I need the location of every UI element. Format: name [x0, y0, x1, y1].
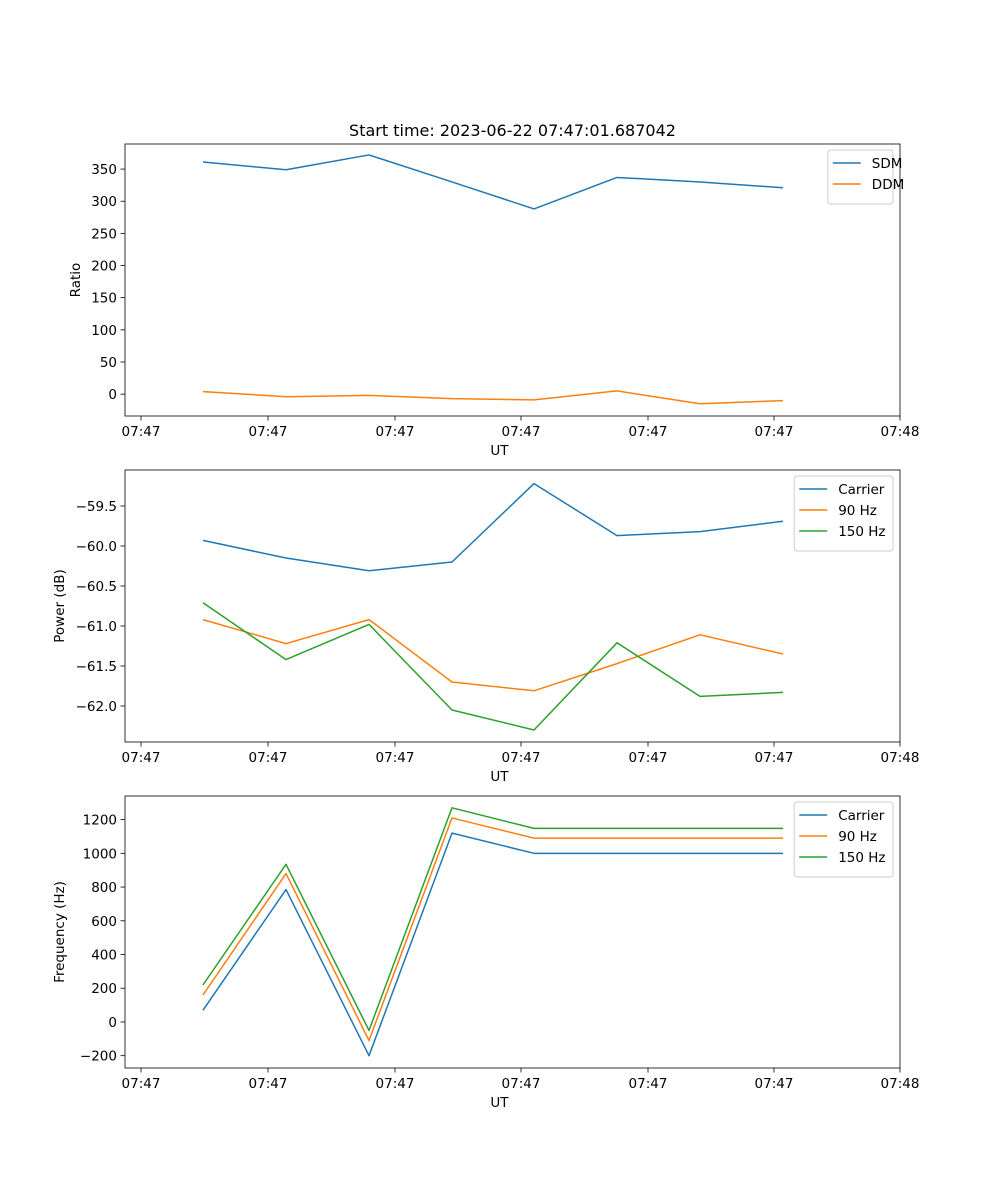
plots-container: 07:47 07:47 07:47 07:47 07:47 07:47 07:48 0 50 10…: [52, 143, 920, 1111]
legend-label: DDM: [872, 177, 904, 193]
y-tick-label: 400: [91, 948, 117, 964]
y-tick-label: −62.0: [76, 699, 117, 715]
axes-frame: [124, 795, 901, 1069]
x-tick-label: 07:47: [122, 1076, 161, 1092]
x-tick-label: 07:47: [376, 1076, 415, 1092]
x-tick-label: 07:47: [249, 1076, 288, 1092]
x-tick-label: 07:47: [502, 424, 541, 440]
x-tick-label: 07:47: [376, 424, 415, 440]
y-tick-label: 0: [108, 387, 117, 403]
legend-label: 90 Hz: [838, 829, 877, 845]
y-axis-label: Power (dB): [52, 569, 68, 642]
figure-title: Start time: 2023-06-22 07:47:01.687042: [349, 121, 676, 140]
legend-box: [793, 475, 894, 552]
x-axis-label: UT: [490, 1095, 509, 1111]
x-tick-label: 07:47: [755, 750, 794, 766]
x-tick-label: 07:47: [122, 424, 161, 440]
x-tick-label: 07:47: [629, 750, 668, 766]
legend-label: 150 Hz: [838, 524, 885, 540]
series-line-150-hz: [202, 807, 783, 1032]
legend-box: [793, 801, 894, 878]
x-tick-label: 07:47: [629, 424, 668, 440]
series-line-sdm: [202, 154, 784, 210]
legend-label: Carrier: [838, 482, 885, 498]
x-tick-label: 07:48: [881, 1076, 920, 1092]
y-tick-label: 250: [91, 226, 117, 242]
series-line-carrier: [202, 482, 784, 572]
y-tick-label: 0: [108, 1015, 117, 1031]
x-tick-label: 07:47: [755, 424, 794, 440]
series-line-90-hz: [202, 618, 784, 692]
legend: Carrier 90 Hz 150 Hz: [793, 801, 894, 878]
x-tick-label: 07:48: [881, 750, 920, 766]
y-tick-label: 350: [91, 162, 117, 178]
y-tick-label: 600: [91, 914, 117, 930]
y-tick-label: −61.5: [76, 659, 117, 675]
y-axis-label: Frequency (Hz): [52, 881, 68, 983]
x-tick-label: 07:47: [755, 1076, 794, 1092]
y-tick-label: −60.0: [76, 539, 117, 555]
y-tick-label: 300: [91, 194, 117, 210]
y-tick-label: −200: [80, 1049, 117, 1065]
x-tick-label: 07:48: [881, 424, 920, 440]
subplot-1: 07:47 07:47 07:47 07:47 07:47 07:47 07:48 0 50 10…: [68, 143, 920, 459]
axes-frame: [124, 143, 901, 417]
y-tick-label: 1200: [83, 813, 117, 829]
x-tick-label: 07:47: [502, 750, 541, 766]
y-tick-label: 150: [91, 291, 117, 307]
y-tick-label: −59.5: [76, 499, 117, 515]
x-tick-label: 07:47: [122, 750, 161, 766]
x-tick-label: 07:47: [502, 1076, 541, 1092]
y-tick-label: −61.0: [76, 619, 117, 635]
subplot-2: 07:47 07:47 07:47 07:47 07:47 07:47 07:48 −62.0…: [52, 469, 920, 785]
x-tick-label: 07:47: [376, 750, 415, 766]
legend-label: Carrier: [838, 808, 885, 824]
y-tick-label: 1000: [83, 846, 117, 862]
y-axis-label: Ratio: [68, 263, 84, 298]
y-tick-label: 100: [91, 323, 117, 339]
legend: Carrier 90 Hz 150 Hz: [793, 475, 894, 552]
x-tick-label: 07:47: [629, 1076, 668, 1092]
y-tick-label: 200: [91, 981, 117, 997]
legend-label: 150 Hz: [838, 850, 885, 866]
y-tick-label: 200: [91, 259, 117, 275]
subplot-3: 07:47 07:47 07:47 07:47 07:47 07:47 07:48 −200 0…: [52, 795, 920, 1111]
y-tick-label: 50: [100, 355, 117, 371]
series-line-150-hz: [202, 602, 784, 731]
y-tick-label: 800: [91, 880, 117, 896]
x-tick-label: 07:47: [249, 424, 288, 440]
axes-frame: [124, 469, 901, 743]
x-axis-label: UT: [490, 443, 509, 459]
legend-label: SDM: [872, 156, 903, 172]
y-tick-label: −60.5: [76, 579, 117, 595]
x-tick-label: 07:47: [249, 750, 288, 766]
series-line-90-hz: [202, 817, 783, 1042]
legend: SDM DDM: [827, 149, 904, 205]
x-axis-label: UT: [490, 769, 509, 785]
series-line-carrier: [202, 832, 783, 1057]
legend-label: 90 Hz: [838, 503, 877, 519]
series-line-ddm: [202, 390, 784, 405]
